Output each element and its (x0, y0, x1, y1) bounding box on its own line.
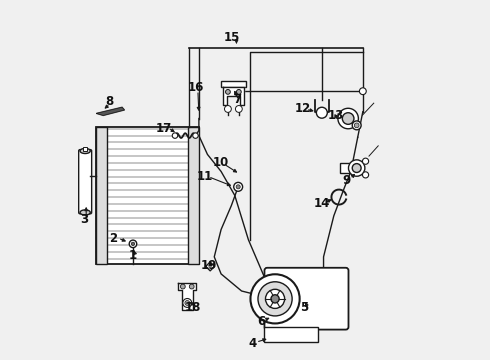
Polygon shape (223, 87, 244, 105)
Text: 4: 4 (248, 337, 257, 350)
FancyBboxPatch shape (265, 268, 348, 330)
Bar (188, 127, 199, 264)
Bar (264, 327, 318, 342)
Circle shape (338, 108, 358, 129)
Text: 15: 15 (224, 31, 240, 44)
Circle shape (352, 121, 361, 130)
Text: 14: 14 (314, 197, 330, 210)
Text: 5: 5 (299, 301, 308, 314)
Text: 6: 6 (257, 315, 266, 328)
Text: 1: 1 (128, 249, 136, 262)
Text: 7: 7 (233, 93, 242, 105)
Text: 19: 19 (201, 259, 218, 272)
Circle shape (271, 295, 279, 303)
Circle shape (343, 113, 354, 124)
Circle shape (250, 274, 300, 323)
Text: 17: 17 (156, 122, 172, 135)
Circle shape (235, 105, 242, 112)
Text: 12: 12 (294, 102, 311, 115)
Circle shape (363, 158, 368, 164)
Circle shape (237, 90, 241, 94)
Polygon shape (206, 262, 215, 271)
Circle shape (129, 240, 137, 248)
Circle shape (225, 90, 230, 94)
Text: 13: 13 (327, 109, 343, 122)
Bar (97, 127, 199, 264)
Text: 9: 9 (343, 174, 351, 186)
Circle shape (189, 284, 194, 289)
Circle shape (258, 282, 292, 316)
Circle shape (193, 133, 198, 138)
Circle shape (180, 284, 185, 289)
Circle shape (185, 301, 190, 305)
Text: 8: 8 (105, 95, 113, 108)
Circle shape (183, 298, 192, 307)
Circle shape (352, 163, 361, 172)
Text: 10: 10 (212, 157, 228, 170)
Ellipse shape (80, 148, 90, 153)
Polygon shape (178, 283, 196, 310)
Text: 3: 3 (80, 213, 88, 226)
Text: 11: 11 (196, 170, 213, 183)
Bar (340, 163, 356, 173)
Polygon shape (97, 107, 124, 116)
Circle shape (359, 88, 366, 95)
Circle shape (172, 133, 178, 138)
Text: 2: 2 (109, 231, 118, 244)
Circle shape (363, 172, 368, 178)
Circle shape (236, 185, 240, 189)
Text: 16: 16 (187, 81, 204, 94)
Circle shape (354, 123, 359, 128)
Bar (221, 81, 245, 87)
Bar (97, 127, 107, 264)
Ellipse shape (80, 210, 90, 215)
Circle shape (234, 183, 243, 191)
Bar (83, 147, 87, 151)
Text: 18: 18 (185, 301, 201, 314)
Circle shape (348, 160, 365, 176)
Circle shape (266, 289, 285, 309)
FancyBboxPatch shape (79, 150, 92, 214)
Circle shape (131, 242, 135, 246)
Circle shape (317, 107, 327, 118)
Circle shape (224, 105, 231, 112)
